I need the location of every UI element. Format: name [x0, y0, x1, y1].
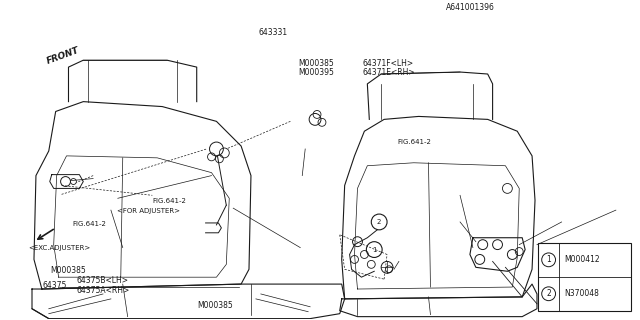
Text: N370048: N370048	[564, 289, 599, 298]
Text: FIG.641-2: FIG.641-2	[397, 139, 431, 145]
Circle shape	[541, 287, 556, 301]
Circle shape	[371, 214, 387, 230]
Text: 64371E<RH>: 64371E<RH>	[363, 68, 415, 77]
Text: M000385: M000385	[298, 59, 333, 68]
Text: M000395: M000395	[298, 68, 334, 77]
Circle shape	[541, 253, 556, 267]
Text: FIG.641-2: FIG.641-2	[72, 221, 106, 227]
Text: 1: 1	[372, 247, 376, 252]
Text: A641001396: A641001396	[446, 4, 495, 12]
Bar	[538, 243, 631, 311]
Text: 64371F<LH>: 64371F<LH>	[363, 59, 414, 68]
Text: FIG.641-2: FIG.641-2	[153, 198, 187, 204]
Text: 2: 2	[377, 219, 381, 225]
Text: 1: 1	[547, 255, 551, 264]
Text: <FOR ADJUSTER>: <FOR ADJUSTER>	[116, 208, 180, 214]
Text: 643331: 643331	[258, 28, 287, 37]
Text: <EXC.ADJUSTER>: <EXC.ADJUSTER>	[28, 244, 91, 251]
Text: 64375B<LH>: 64375B<LH>	[77, 276, 129, 285]
Circle shape	[366, 242, 382, 258]
Text: M000412: M000412	[564, 255, 600, 264]
Text: 2: 2	[547, 289, 551, 298]
Text: 64375: 64375	[42, 281, 67, 290]
Text: M000385: M000385	[197, 301, 233, 310]
Text: FRONT: FRONT	[45, 45, 81, 66]
Text: 64375A<RH>: 64375A<RH>	[77, 286, 130, 295]
Text: M000385: M000385	[51, 266, 86, 275]
